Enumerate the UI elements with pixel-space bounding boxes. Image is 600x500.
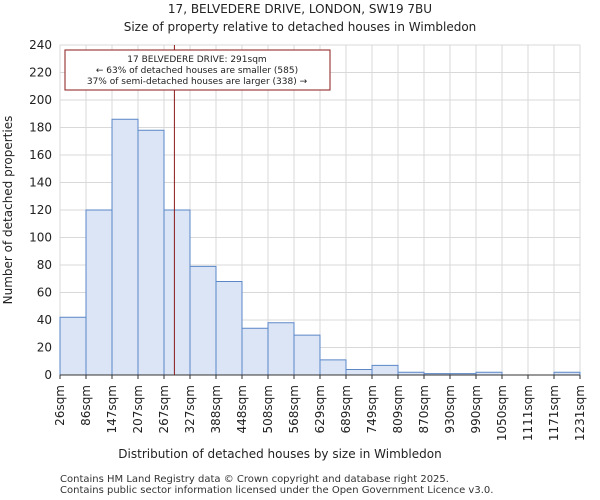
y-axis-label: Number of detached properties — [1, 116, 15, 305]
histogram-bar — [163, 209, 191, 376]
histogram-bar — [293, 334, 321, 376]
y-tick-label: 40 — [37, 313, 52, 327]
x-tick-label: 267sqm — [157, 385, 171, 433]
y-tick-label: 240 — [29, 38, 52, 52]
annotation-line-3: 37% of semi-detached houses are larger (… — [87, 77, 308, 87]
footer-licence: Contains public sector information licen… — [60, 485, 494, 496]
x-tick-label: 448sqm — [235, 385, 249, 433]
histogram-bar — [371, 364, 399, 376]
x-tick-label: 870sqm — [417, 385, 431, 433]
y-tick-label: 180 — [29, 121, 52, 135]
y-tick-label: 0 — [44, 368, 52, 382]
histogram-bar — [111, 118, 139, 376]
histogram-bar — [189, 265, 217, 376]
x-tick-label: 207sqm — [131, 385, 145, 433]
x-tick-label: 809sqm — [391, 385, 405, 433]
y-tick-label: 60 — [37, 286, 52, 300]
x-tick-label: 930sqm — [443, 385, 457, 433]
histogram-bar — [345, 369, 373, 376]
x-tick-label: 26sqm — [53, 385, 67, 426]
histogram-bar — [85, 209, 113, 376]
y-tick-label: 100 — [29, 231, 52, 245]
chart-title-line1: 17, BELVEDERE DRIVE, LONDON, SW19 7BU — [168, 2, 432, 16]
annotation-line-2: ← 63% of detached houses are smaller (58… — [96, 66, 298, 76]
x-tick-label: 990sqm — [469, 385, 483, 433]
histogram-bar — [137, 129, 165, 376]
x-tick-label: 1111sqm — [521, 385, 535, 441]
x-tick-label: 86sqm — [79, 385, 93, 426]
annotation-box — [64, 49, 331, 91]
x-tick-label: 1050sqm — [495, 385, 509, 441]
y-tick-label: 200 — [29, 93, 52, 107]
chart-title-line2: Size of property relative to detached ho… — [124, 20, 477, 34]
histogram-bar — [267, 322, 295, 376]
histogram-bar — [241, 327, 269, 376]
x-tick-label: 327sqm — [183, 385, 197, 433]
footer-copyright: Contains HM Land Registry data © Crown c… — [60, 474, 449, 485]
y-tick-label: 80 — [37, 258, 52, 272]
y-tick-label: 140 — [29, 176, 52, 190]
x-tick-label: 568sqm — [287, 385, 301, 433]
y-tick-label: 220 — [29, 66, 52, 80]
y-tick-label: 160 — [29, 148, 52, 162]
x-tick-label: 147sqm — [105, 385, 119, 433]
x-tick-label: 749sqm — [365, 385, 379, 433]
x-tick-label: 388sqm — [209, 385, 223, 433]
annotation-line-1: 17 BELVEDERE DRIVE: 291sqm — [127, 55, 266, 65]
plot-area: 0 20 40 60 80 100 120 140 160 180 200 220 240 26sqm 86… — [29, 38, 587, 441]
x-tick-label: 1231sqm — [573, 385, 587, 441]
y-tick-label: 20 — [37, 341, 52, 355]
x-tick-label: 629sqm — [313, 385, 327, 433]
x-tick-label: 508sqm — [261, 385, 275, 433]
histogram-bar — [319, 359, 347, 376]
y-tick-label: 120 — [29, 203, 52, 217]
histogram-bar — [59, 316, 87, 376]
histogram-bar — [215, 281, 243, 376]
x-tick-label: 1171sqm — [547, 385, 561, 441]
x-tick-label: 689sqm — [339, 385, 353, 433]
x-axis-label: Distribution of detached houses by size … — [118, 447, 441, 461]
